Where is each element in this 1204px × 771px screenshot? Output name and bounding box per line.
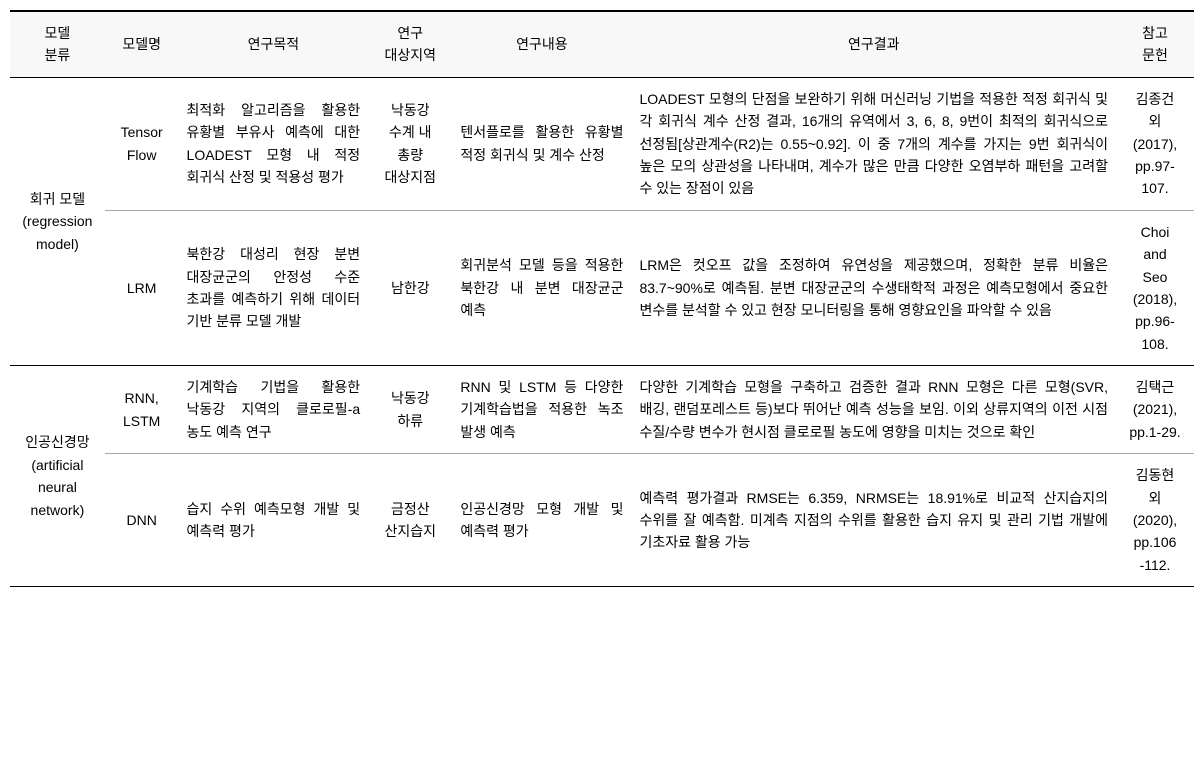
cell-region: 낙동강수계 내총량대상지점 (368, 77, 452, 210)
cell-content: RNN 및 LSTM 등 다양한 기계학습법을 적용한 녹조 발생 예측 (452, 366, 631, 454)
table-header: 모델분류 모델명 연구목적 연구대상지역 연구내용 연구결과 참고문헌 (10, 11, 1194, 77)
table-row: LRM북한강 대성리 현장 분변 대장균군의 안정성 수준 초과를 예측하기 위… (10, 210, 1194, 365)
header-region: 연구대상지역 (368, 11, 452, 77)
cell-ref: 김종건외(2017),pp.97-107. (1116, 77, 1194, 210)
cell-content: 인공신경망 모형 개발 및 예측력 평가 (452, 454, 631, 587)
cell-model: RNN,LSTM (105, 366, 179, 454)
header-content: 연구내용 (452, 11, 631, 77)
cell-ref: ChoiandSeo(2018),pp.96-108. (1116, 210, 1194, 365)
header-model: 모델명 (105, 11, 179, 77)
header-result: 연구결과 (631, 11, 1116, 77)
cell-result: 예측력 평가결과 RMSE는 6.359, NRMSE는 18.91%로 비교적… (631, 454, 1116, 587)
cell-category: 인공신경망(artificialneuralnetwork) (10, 366, 105, 587)
research-table: 모델분류 모델명 연구목적 연구대상지역 연구내용 연구결과 참고문헌 회귀 모… (10, 10, 1194, 587)
cell-model: TensorFlow (105, 77, 179, 210)
cell-purpose: 북한강 대성리 현장 분변 대장균군의 안정성 수준 초과를 예측하기 위해 데… (179, 210, 369, 365)
cell-region: 낙동강하류 (368, 366, 452, 454)
header-category: 모델분류 (10, 11, 105, 77)
table-row: 회귀 모델(regressionmodel)TensorFlow최적화 알고리즘… (10, 77, 1194, 210)
cell-content: 텐서플로를 활용한 유황별 적정 회귀식 및 계수 산정 (452, 77, 631, 210)
cell-model: LRM (105, 210, 179, 365)
cell-purpose: 습지 수위 예측모형 개발 및 예측력 평가 (179, 454, 369, 587)
cell-category: 회귀 모델(regressionmodel) (10, 77, 105, 365)
cell-result: 다양한 기계학습 모형을 구축하고 검증한 결과 RNN 모형은 다른 모형(S… (631, 366, 1116, 454)
cell-ref: 김택근(2021),pp.1-29. (1116, 366, 1194, 454)
cell-content: 회귀분석 모델 등을 적용한 북한강 내 분변 대장균군 예측 (452, 210, 631, 365)
cell-region: 금정산산지습지 (368, 454, 452, 587)
cell-purpose: 기계학습 기법을 활용한 낙동강 지역의 클로로필-a 농도 예측 연구 (179, 366, 369, 454)
cell-region: 남한강 (368, 210, 452, 365)
header-ref: 참고문헌 (1116, 11, 1194, 77)
table-row: DNN습지 수위 예측모형 개발 및 예측력 평가금정산산지습지인공신경망 모형… (10, 454, 1194, 587)
cell-result: LRM은 컷오프 값을 조정하여 유연성을 제공했으며, 정확한 분류 비율은 … (631, 210, 1116, 365)
cell-result: LOADEST 모형의 단점을 보완하기 위해 머신러닝 기법을 적용한 적정 … (631, 77, 1116, 210)
cell-ref: 김동현외(2020),pp.106-112. (1116, 454, 1194, 587)
table-row: 인공신경망(artificialneuralnetwork)RNN,LSTM기계… (10, 366, 1194, 454)
table-body: 회귀 모델(regressionmodel)TensorFlow최적화 알고리즘… (10, 77, 1194, 586)
cell-model: DNN (105, 454, 179, 587)
header-purpose: 연구목적 (179, 11, 369, 77)
cell-purpose: 최적화 알고리즘을 활용한 유황별 부유사 예측에 대한 LOADEST 모형 … (179, 77, 369, 210)
